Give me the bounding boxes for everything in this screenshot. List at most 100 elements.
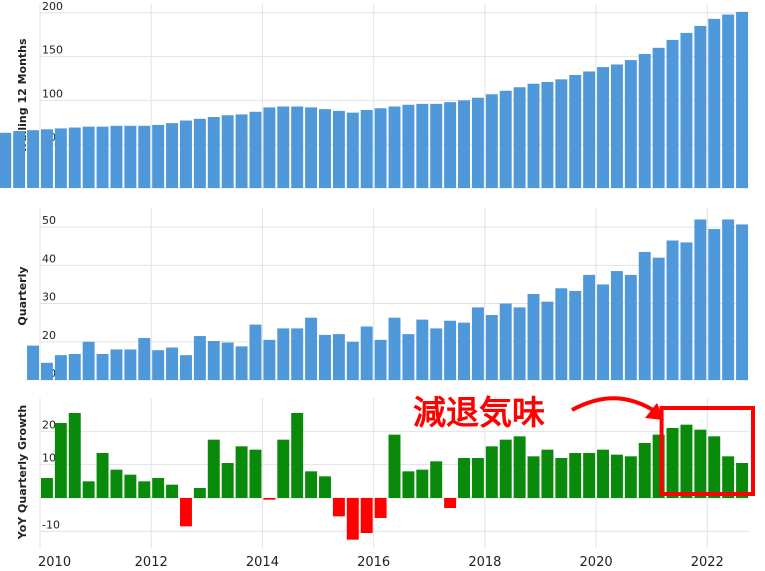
bar [694,25,707,189]
bar [652,434,665,498]
bar [458,100,470,188]
y-axis-label: Trailing 12 Months [16,38,29,154]
bar [513,436,526,498]
y-tick-label: 20 [42,418,56,431]
bar [610,271,623,380]
bar [124,125,137,188]
bar [736,11,749,189]
bar [444,320,457,380]
bar [138,125,151,188]
bar [207,439,220,498]
bar [13,131,26,188]
bar [82,481,95,498]
bar [652,257,665,380]
bar [708,436,721,498]
y-tick-label: 10 [42,452,56,465]
bar [207,341,220,380]
bar [624,456,637,498]
bar [110,469,123,498]
bar [569,290,582,380]
annotation-arrow [571,396,660,415]
x-tick-label: 2022 [691,555,724,570]
x-tick-label: 2020 [580,555,613,570]
bar [68,127,81,188]
bar [332,110,345,188]
bar [513,87,526,188]
bar [708,229,721,380]
bar [235,446,248,498]
bar [569,453,582,498]
bar [110,349,123,380]
bar [499,90,512,188]
bar [666,428,679,498]
bar [402,104,415,188]
bar [249,324,262,380]
y-tick-label: 50 [42,214,56,227]
panel-yoy-quarterly-growth: -1001020YoY Quarterly Growth [16,405,749,540]
bar [402,334,415,380]
bar [124,474,137,498]
bar [666,240,679,380]
bar [152,350,165,380]
bar [68,413,81,498]
bar [346,112,359,188]
bar [249,449,262,498]
bar [319,109,331,188]
bar [179,120,192,188]
bar [680,32,693,188]
bar [388,106,401,188]
bar [388,434,401,498]
bar [138,337,151,380]
y-tick-label: 150 [42,44,63,57]
bar [597,284,610,380]
bar [305,107,318,188]
bar [736,463,749,498]
bar [319,476,331,498]
bar [40,129,53,188]
bar [193,336,206,380]
bar [555,458,568,498]
bar [305,471,318,498]
bar [40,362,53,380]
bar [54,128,67,188]
bar [513,307,526,380]
bar [277,106,290,188]
bar [485,315,498,380]
bar [430,461,443,498]
bar [541,81,554,188]
bar [541,449,554,498]
bar [40,478,53,498]
x-axis: 2010 2012 2014 2016 2018 2020 2022 [38,555,724,570]
bar [680,424,693,498]
bar [430,328,443,380]
bar [638,53,651,188]
bar [416,103,429,188]
bar [583,453,596,498]
bar [722,219,735,380]
bar [527,83,540,188]
bar [346,498,359,540]
bar [207,117,220,188]
bar [27,345,40,380]
y-tick-label: -10 [42,518,60,531]
grid-layer [39,4,708,548]
bar [277,439,290,498]
bar [346,341,359,380]
bar [179,498,192,527]
bar [722,14,735,189]
bar [652,47,665,188]
bar [736,224,749,380]
bar [360,110,373,188]
bar [499,439,512,498]
bar [82,126,95,188]
bar [680,242,693,380]
bar [193,118,206,188]
bar [332,498,345,517]
bar [96,453,109,498]
bar [263,107,276,188]
bar [402,471,415,498]
bar [485,94,498,188]
bar [430,103,443,188]
y-tick-label: 200 [42,0,63,13]
